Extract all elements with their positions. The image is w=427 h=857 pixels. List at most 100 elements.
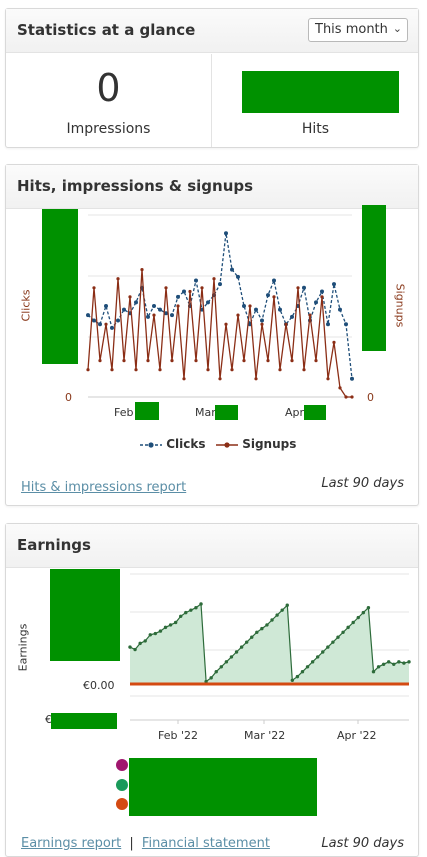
- signups-point: [320, 295, 324, 299]
- signups-point: [326, 377, 330, 381]
- signups-point: [152, 313, 156, 317]
- signups-point: [92, 286, 96, 290]
- chevron-down-icon: ⌄: [392, 22, 402, 35]
- left-zero-label: 0: [65, 391, 72, 404]
- earnings-lower-redacted: [51, 713, 117, 729]
- earnings-point: [239, 645, 244, 649]
- earnings-report-link[interactable]: Earnings report: [21, 836, 122, 851]
- hits-chart: [86, 214, 354, 399]
- period-select[interactable]: This month ⌄: [308, 18, 408, 42]
- hits-legend: Clicks Signups: [6, 435, 418, 455]
- right-zero-label: 0: [367, 391, 374, 404]
- clicks-point: [290, 314, 294, 319]
- legend-clicks[interactable]: Clicks: [140, 437, 205, 451]
- clicks-point: [134, 300, 138, 305]
- signups-point: [188, 289, 192, 294]
- clicks-point: [152, 304, 156, 308]
- earnings-lower-prefix: €: [45, 713, 52, 726]
- earnings-point: [229, 655, 234, 659]
- clicks-point: [260, 318, 264, 323]
- legend-signups[interactable]: Signups: [216, 437, 296, 451]
- month-label-apr: Apr: [285, 406, 305, 419]
- clicks-point: [242, 304, 246, 308]
- earnings-chart: [128, 573, 411, 724]
- earnings-point: [371, 669, 376, 674]
- month-label-feb: Feb: [114, 406, 134, 419]
- hits-report-link[interactable]: Hits & impressions report: [21, 480, 187, 495]
- clicks-point: [164, 311, 168, 316]
- clicks-point: [224, 231, 228, 236]
- earnings-point: [199, 602, 203, 606]
- earnings-point: [326, 645, 330, 649]
- period-select-value: This month: [315, 22, 388, 37]
- earn-month-apr: Apr '22: [337, 729, 377, 742]
- earnings-zero-label: €0.00: [83, 679, 115, 692]
- earnings-point: [341, 630, 345, 635]
- clicks-point: [302, 285, 306, 290]
- clicks-point: [278, 307, 282, 312]
- hits-title: Hits, impressions & signups: [17, 177, 254, 195]
- earnings-point: [346, 625, 350, 630]
- clicks-point: [314, 300, 318, 305]
- clicks-point: [266, 293, 270, 298]
- hits-card-header: Hits, impressions & signups: [6, 165, 418, 209]
- earnings-point: [250, 635, 254, 639]
- signups-point: [140, 268, 144, 272]
- hits-card: Hits, impressions & signups Clicks Signu…: [5, 164, 419, 506]
- hits-label: Hits: [301, 121, 330, 137]
- clicks-point: [326, 322, 330, 327]
- earnings-point: [219, 665, 224, 669]
- signups-point: [182, 377, 186, 381]
- clicks-point: [92, 318, 96, 323]
- earnings-point: [305, 665, 310, 669]
- clicks-point: [350, 376, 354, 381]
- stats-card-header: Statistics at a glance This month ⌄: [6, 9, 418, 53]
- earnings-point: [351, 620, 355, 625]
- earnings-point: [315, 655, 320, 659]
- earnings-card-header: Earnings: [6, 524, 418, 568]
- earnings-point: [194, 605, 198, 610]
- legend-signups-label: Signups: [242, 437, 297, 451]
- month-label-mar: Mar: [195, 406, 216, 419]
- earnings-point: [387, 660, 391, 664]
- signups-point: [200, 286, 204, 290]
- clicks-series-line: [87, 233, 353, 379]
- signups-point: [98, 359, 102, 363]
- earnings-axis-redacted: [50, 569, 120, 661]
- earnings-point: [402, 661, 406, 665]
- signups-point: [170, 359, 174, 363]
- earnings-point: [407, 660, 411, 664]
- left-axis-redacted: [42, 209, 78, 364]
- financial-statement-link[interactable]: Financial statement: [141, 836, 270, 851]
- earnings-title: Earnings: [17, 536, 91, 554]
- clicks-point: [146, 314, 150, 319]
- legend-dot-purple: [116, 759, 128, 771]
- clicks-point: [104, 304, 108, 308]
- legend-dot-green: [116, 779, 128, 791]
- earnings-point: [163, 625, 168, 630]
- earnings-point: [280, 608, 284, 612]
- earnings-point: [381, 662, 386, 667]
- clicks-point: [230, 267, 234, 272]
- clicks-point: [236, 274, 240, 279]
- signups-point: [242, 359, 246, 363]
- earnings-point: [173, 620, 178, 625]
- earnings-point: [143, 639, 147, 643]
- signups-point: [158, 368, 162, 372]
- earnings-legend-redacted: [129, 758, 317, 816]
- earn-month-mar: Mar '22: [244, 729, 286, 742]
- earnings-point: [184, 610, 188, 615]
- signups-point: [110, 368, 114, 372]
- clicks-point: [86, 313, 90, 318]
- clicks-point: [254, 307, 258, 312]
- earnings-point: [260, 626, 264, 631]
- signups-point: [296, 286, 300, 290]
- earnings-card: Earnings Earnings €0.00 € Feb '22 Mar '2…: [5, 523, 419, 857]
- signups-point: [272, 295, 276, 299]
- hits-stat: Hits: [212, 54, 419, 147]
- earnings-point: [270, 618, 274, 622]
- legend-clicks-label: Clicks: [166, 437, 206, 451]
- signups-point: [260, 322, 264, 326]
- month-mar-redacted: [215, 405, 238, 420]
- clicks-point: [116, 318, 120, 323]
